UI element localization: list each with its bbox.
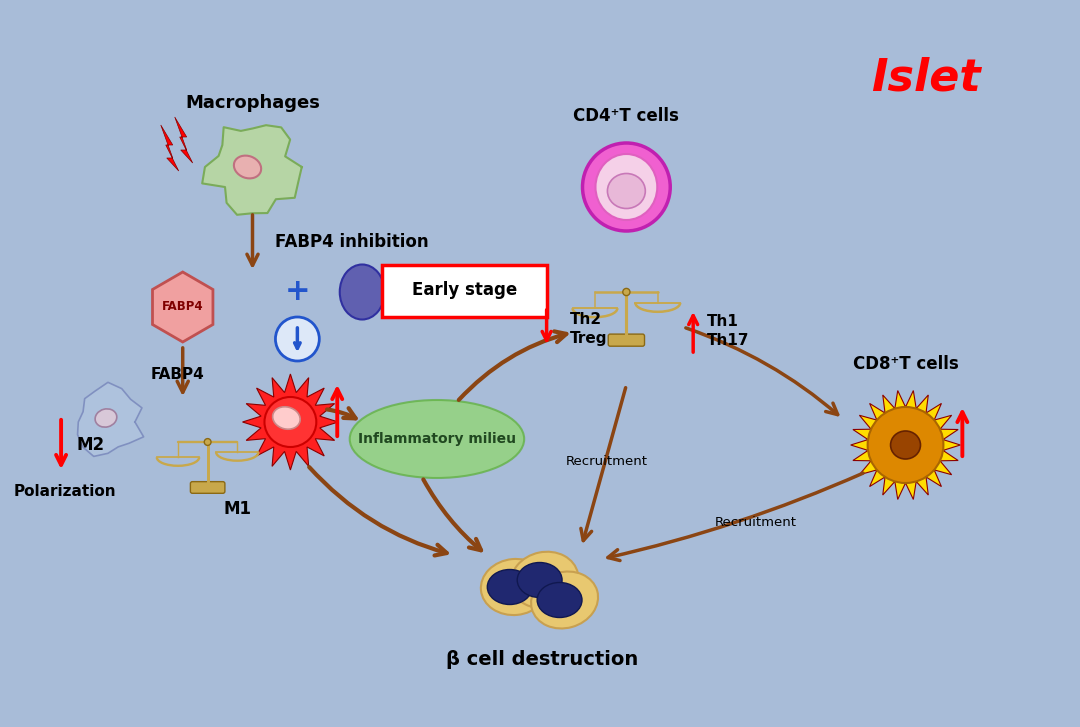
Text: +: + xyxy=(284,278,310,307)
Text: M1: M1 xyxy=(224,500,252,518)
Text: β cell destruction: β cell destruction xyxy=(446,650,638,669)
Ellipse shape xyxy=(595,154,658,220)
Text: Recruitment: Recruitment xyxy=(566,456,647,468)
Circle shape xyxy=(867,407,944,483)
FancyBboxPatch shape xyxy=(382,265,546,317)
Polygon shape xyxy=(851,390,960,499)
Ellipse shape xyxy=(487,569,532,604)
Ellipse shape xyxy=(607,174,646,209)
Circle shape xyxy=(204,438,211,446)
Ellipse shape xyxy=(272,407,300,429)
Polygon shape xyxy=(202,125,301,214)
Text: Th2
Treg: Th2 Treg xyxy=(569,312,607,346)
Ellipse shape xyxy=(350,400,524,478)
Ellipse shape xyxy=(891,431,920,459)
Polygon shape xyxy=(152,272,213,342)
Polygon shape xyxy=(175,117,192,163)
Text: CD4⁺T cells: CD4⁺T cells xyxy=(573,107,679,125)
Ellipse shape xyxy=(511,552,578,608)
Text: M2: M2 xyxy=(77,436,105,454)
Text: FABP4: FABP4 xyxy=(162,300,203,313)
Ellipse shape xyxy=(537,582,582,617)
Text: Islet: Islet xyxy=(870,57,981,100)
Text: Polarization: Polarization xyxy=(14,484,117,499)
Circle shape xyxy=(582,143,671,231)
Polygon shape xyxy=(161,125,178,171)
Text: FABP4 inhibition: FABP4 inhibition xyxy=(275,233,429,251)
Ellipse shape xyxy=(481,559,549,615)
Text: CD8⁺T cells: CD8⁺T cells xyxy=(852,355,958,373)
FancyBboxPatch shape xyxy=(190,482,225,494)
Text: Th1
Th17: Th1 Th17 xyxy=(707,314,750,348)
Text: FABP4: FABP4 xyxy=(151,367,204,382)
Circle shape xyxy=(623,289,630,296)
Text: Recruitment: Recruitment xyxy=(715,515,797,529)
FancyBboxPatch shape xyxy=(608,334,645,346)
Text: Early stage: Early stage xyxy=(411,281,517,300)
Ellipse shape xyxy=(265,397,316,447)
Ellipse shape xyxy=(531,571,598,628)
Ellipse shape xyxy=(95,409,117,427)
Polygon shape xyxy=(78,382,144,457)
Ellipse shape xyxy=(517,563,562,598)
Circle shape xyxy=(275,317,320,361)
Text: Macrophages: Macrophages xyxy=(185,94,320,112)
Ellipse shape xyxy=(340,265,384,319)
Text: Inflammatory milieu: Inflammatory milieu xyxy=(357,432,516,446)
Polygon shape xyxy=(243,374,338,470)
Ellipse shape xyxy=(234,156,261,178)
